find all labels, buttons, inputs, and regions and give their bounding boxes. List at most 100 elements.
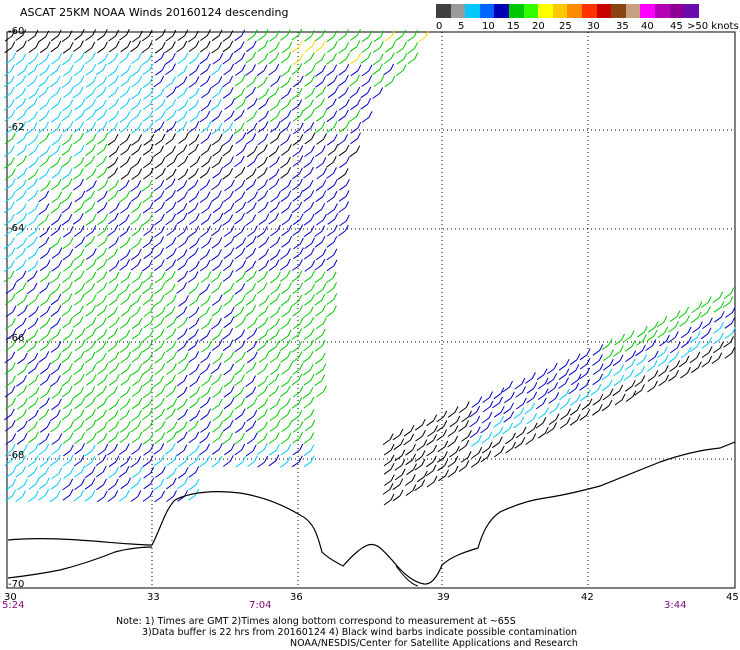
- wind-barb: [245, 51, 257, 64]
- wind-barb: [143, 167, 154, 180]
- wind-barb: [153, 179, 165, 192]
- lat-label-66: -66: [8, 333, 25, 344]
- wind-barb: [130, 157, 142, 169]
- wind-barb: [712, 291, 724, 304]
- wind-barb: [246, 432, 258, 445]
- wind-barb: [61, 30, 73, 43]
- wind-barb: [257, 190, 269, 202]
- wind-barb: [26, 122, 38, 135]
- wind-barb: [61, 109, 73, 122]
- wind-barb: [84, 52, 96, 65]
- wind-barb: [73, 132, 84, 145]
- wind-barb: [514, 436, 526, 449]
- wind-barb: [281, 179, 292, 192]
- legend-swatch: [596, 4, 612, 18]
- wind-barb: [384, 29, 396, 42]
- wind-barb: [392, 489, 404, 502]
- wind-barb: [118, 443, 130, 456]
- wind-barb: [292, 385, 304, 398]
- wind-barb: [50, 305, 62, 317]
- wind-barb: [49, 64, 61, 76]
- wind-barb: [131, 409, 142, 422]
- wind-barb: [339, 178, 350, 191]
- wind-barb: [222, 122, 234, 134]
- wind-barb: [270, 283, 281, 295]
- wind-barb: [40, 362, 51, 375]
- wind-barb: [245, 283, 257, 295]
- wind-barb: [39, 53, 50, 65]
- wind-barb: [176, 398, 188, 411]
- wind-barb: [50, 293, 62, 306]
- wind-barb: [107, 443, 118, 456]
- wind-barb: [247, 191, 258, 204]
- wind-barb: [97, 213, 109, 226]
- wind-barb: [315, 75, 327, 88]
- wind-barb: [165, 442, 176, 455]
- wind-barb: [623, 369, 635, 381]
- wind-barb: [280, 167, 292, 179]
- legend-swatch: [465, 4, 481, 18]
- wind-barb: [50, 420, 62, 433]
- wind-barb: [119, 97, 131, 110]
- wind-barb: [61, 351, 73, 364]
- wind-barb: [96, 143, 108, 156]
- wind-barb: [257, 385, 269, 398]
- wind-barb: [38, 408, 50, 421]
- wind-barb: [142, 214, 153, 226]
- wind-barb: [304, 64, 316, 77]
- wind-barb: [3, 270, 15, 283]
- wind-barb: [188, 454, 200, 467]
- wind-barb: [393, 438, 405, 451]
- wind-barb: [625, 350, 637, 363]
- wind-barb: [407, 52, 419, 65]
- wind-barb: [394, 449, 406, 462]
- wind-barb: [414, 418, 426, 431]
- wind-barb: [177, 340, 188, 352]
- wind-barb: [269, 249, 281, 261]
- wind-barb: [233, 155, 245, 168]
- wind-barb: [63, 260, 74, 272]
- wind-barb: [212, 52, 224, 65]
- wind-barb: [417, 470, 428, 483]
- wind-barb: [383, 462, 395, 475]
- wind-barb: [222, 75, 234, 88]
- wind-barb: [27, 421, 38, 433]
- wind-barb: [16, 155, 27, 167]
- wind-barb: [361, 30, 373, 43]
- wind-barb: [303, 432, 315, 445]
- wind-barb: [201, 202, 212, 214]
- wind-barb: [524, 402, 536, 415]
- wind-barb: [350, 132, 361, 145]
- wind-barb: [269, 306, 281, 319]
- wind-barb: [39, 294, 51, 307]
- wind-barb: [130, 456, 142, 468]
- wind-barb: [166, 467, 178, 480]
- wind-barb: [689, 340, 701, 353]
- wind-barb: [108, 316, 120, 329]
- wind-barb: [211, 294, 223, 306]
- wind-barb: [120, 201, 131, 214]
- wind-barb: [304, 419, 316, 432]
- wind-barb: [327, 203, 338, 215]
- wind-barb: [224, 179, 235, 192]
- wind-barb: [189, 294, 201, 307]
- wind-barb: [280, 351, 292, 363]
- wind-barb: [636, 325, 648, 338]
- wind-barb: [15, 120, 27, 133]
- wind-barb: [349, 40, 361, 53]
- wind-barb: [119, 329, 131, 342]
- legend-swatch: [523, 4, 539, 18]
- wind-barb: [280, 398, 291, 410]
- wind-barb: [188, 99, 200, 112]
- wind-barb: [201, 340, 212, 353]
- wind-barb: [212, 443, 223, 455]
- wind-barb: [612, 354, 624, 367]
- wind-barb: [154, 271, 166, 284]
- wind-barb: [5, 282, 17, 295]
- wind-barb: [224, 306, 235, 319]
- wind-barb: [535, 397, 547, 410]
- wind-barb: [304, 132, 316, 145]
- wind-barb: [164, 178, 176, 191]
- wind-barb: [212, 409, 224, 422]
- wind-barb: [74, 397, 86, 410]
